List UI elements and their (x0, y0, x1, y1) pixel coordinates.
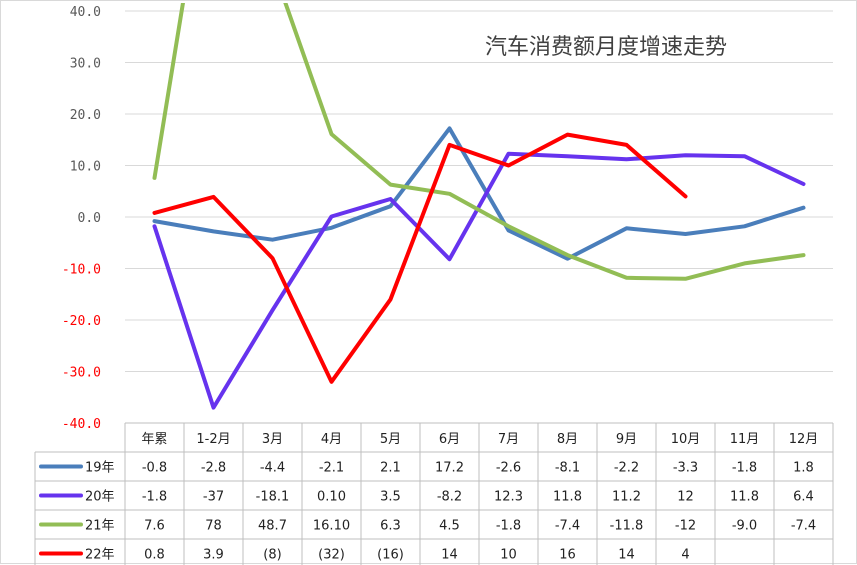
table-cell: -1.8 (496, 519, 521, 534)
table-cell: -0.8 (142, 461, 167, 476)
legend-label: 22年 (85, 548, 115, 563)
y-tick-label: 10.0 (70, 160, 101, 175)
y-tick-label: -10.0 (62, 263, 101, 278)
table-cell: 11.2 (612, 490, 641, 505)
table-cell: -8.1 (555, 461, 580, 476)
y-tick-label: 20.0 (70, 108, 101, 123)
table-cell: -2.8 (201, 461, 226, 476)
category-label: 4月 (321, 432, 342, 447)
table-cell: -8.2 (437, 490, 462, 505)
table-cell: -9.0 (732, 519, 757, 534)
table-cell: 7.6 (144, 519, 165, 534)
table-cell: 0.10 (317, 490, 346, 505)
table-cell: 4.5 (439, 519, 460, 534)
category-label: 8月 (557, 432, 578, 447)
table-cell: -18.1 (256, 490, 290, 505)
table-cell: 10 (500, 548, 517, 563)
series-lines (152, 3, 806, 410)
table-cell: 2.1 (380, 461, 401, 476)
table-cell: 48.7 (258, 519, 287, 534)
category-label: 3月 (262, 432, 283, 447)
table-cell: -7.4 (791, 519, 816, 534)
table-cell: 3.9 (203, 548, 224, 563)
y-tick-label: -30.0 (62, 366, 101, 381)
y-tick-label: 30.0 (70, 57, 101, 72)
category-label: 12月 (789, 432, 819, 447)
category-label: 10月 (671, 432, 701, 447)
table-cell: 12.3 (494, 490, 523, 505)
table-cell: 16 (559, 548, 576, 563)
table-cell: -2.2 (614, 461, 639, 476)
table-cell: (32) (318, 548, 345, 563)
y-tick-label: -40.0 (62, 417, 101, 432)
series-line-20年 (152, 151, 806, 410)
category-label: 1-2月 (196, 432, 230, 447)
category-label: 6月 (439, 432, 460, 447)
table-cell: -4.4 (260, 461, 285, 476)
table-cell: -1.8 (732, 461, 757, 476)
table-cell: -2.6 (496, 461, 521, 476)
table-cell: -12 (675, 519, 696, 534)
table-cell: 14 (441, 548, 458, 563)
table-cell: -2.1 (319, 461, 344, 476)
category-label: 7月 (498, 432, 519, 447)
table-cell: 16.10 (313, 519, 350, 534)
category-label: 9月 (616, 432, 637, 447)
table-cell: 6.3 (380, 519, 401, 534)
table-cell: 11.8 (730, 490, 759, 505)
table-cell: -11.8 (610, 519, 644, 534)
legend-label: 20年 (85, 490, 115, 505)
category-label: 11月 (730, 432, 760, 447)
chart-title: 汽车消费额月度增速走势 (485, 35, 727, 60)
y-tick-label: 0.0 (78, 211, 101, 226)
series-line-22年 (152, 132, 688, 384)
table-cell: (16) (377, 548, 404, 563)
y-tick-label: -20.0 (62, 314, 101, 329)
table-cell: 6.4 (793, 490, 814, 505)
series-line-21年 (152, 3, 806, 281)
table-cell: 4 (681, 548, 689, 563)
category-label: 5月 (380, 432, 401, 447)
y-tick-label: 40.0 (70, 5, 101, 20)
table-cell: 3.5 (380, 490, 401, 505)
table-cell: 78 (205, 519, 222, 534)
legend-label: 21年 (85, 519, 115, 534)
table-cell: 17.2 (435, 461, 464, 476)
table-cell: -1.8 (142, 490, 167, 505)
legend-label: 19年 (85, 461, 115, 476)
table-cell: 0.8 (144, 548, 165, 563)
table-cell: 11.8 (553, 490, 582, 505)
table-cell: 12 (677, 490, 694, 505)
table-cell: -37 (203, 490, 224, 505)
series-line-19年 (152, 126, 806, 261)
table-cell: -7.4 (555, 519, 580, 534)
table-cell: -3.3 (673, 461, 698, 476)
category-label: 年累 (141, 432, 167, 447)
table-cell: 14 (618, 548, 635, 563)
table-cell: (8) (263, 548, 281, 563)
table-cell: 1.8 (793, 461, 814, 476)
